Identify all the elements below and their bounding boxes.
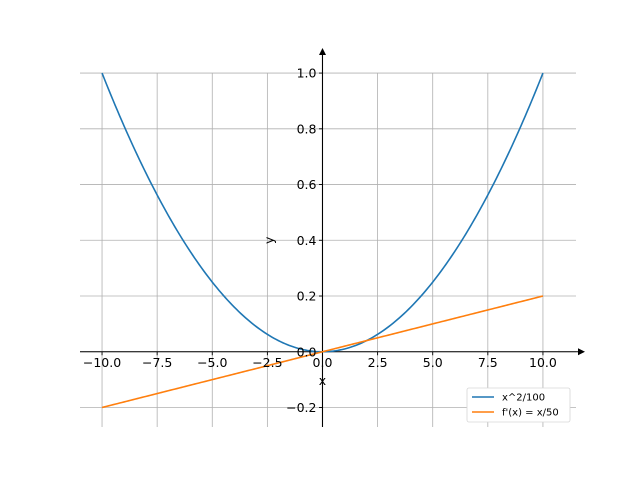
y-tick-label: 0.2 xyxy=(297,289,317,304)
tick-labels: −10.0 −7.5 −5.0 −2.5 0.0 2.5 5.0 7.5 10.0 −0.2 0.0… xyxy=(83,66,557,415)
legend-entry-label: x^2/100 xyxy=(502,393,545,404)
series-line-2 xyxy=(101,295,544,409)
x-axis-arrow-icon xyxy=(578,348,585,356)
axes xyxy=(80,48,585,427)
y-tick-label: 0.0 xyxy=(297,344,317,359)
legend: x^2/100 f'(x) = x/50 xyxy=(466,387,571,423)
legend-entry-label: f'(x) = x/50 xyxy=(502,408,559,419)
y-tick-label: 0.4 xyxy=(297,233,317,248)
x-tick-label: −7.5 xyxy=(142,355,172,370)
x-tick-label: 2.5 xyxy=(368,355,388,370)
x-tick-label: −10.0 xyxy=(83,355,121,370)
y-axis-label: y xyxy=(261,236,276,244)
x-tick-label: −5.0 xyxy=(197,355,227,370)
y-tick-label: 1.0 xyxy=(297,66,317,81)
x-tick-label: 5.0 xyxy=(423,355,443,370)
grid xyxy=(80,72,576,427)
x-tick-label: 10.0 xyxy=(529,355,557,370)
x-tick-label: −2.5 xyxy=(252,355,282,370)
x-axis-label: x xyxy=(319,373,326,388)
y-tick-label: 0.8 xyxy=(297,121,317,136)
y-axis-arrow-icon xyxy=(318,48,326,55)
series-group xyxy=(101,72,544,409)
x-tick-label: 0.0 xyxy=(313,355,333,370)
y-tick-label: −0.2 xyxy=(286,400,316,415)
y-tick-label: 0.6 xyxy=(297,177,317,192)
x-tick-label: 7.5 xyxy=(478,355,498,370)
